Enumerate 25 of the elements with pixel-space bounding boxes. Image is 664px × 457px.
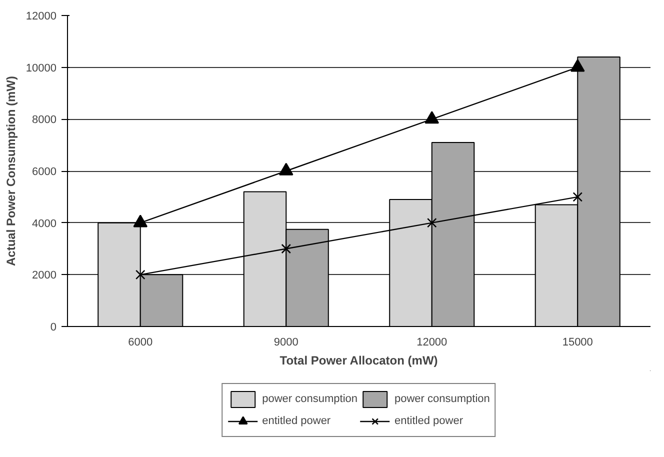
legend-label: power consumption: [262, 393, 358, 405]
y-tick-label: 10000: [26, 62, 57, 74]
y-tick-label: 0: [50, 322, 57, 334]
y-tick-label: 2000: [32, 270, 57, 282]
x-tick-label: 9000: [274, 336, 298, 348]
y-axis-title: Actual Power Consumption (mW): [4, 76, 18, 266]
point: [278, 162, 294, 176]
point: [426, 218, 437, 228]
x-axis-title: Total Power Allocaton (mW): [280, 354, 438, 368]
point: [572, 192, 583, 202]
legend-label: power consumption: [394, 393, 490, 405]
point: [570, 59, 585, 72]
y-tick-label: 12000: [26, 10, 57, 22]
x-tick-label: 12000: [416, 336, 448, 348]
y-tick-label: 8000: [32, 114, 57, 126]
legend-label: entitled power: [262, 415, 331, 427]
y-tick-label: 4000: [32, 218, 57, 230]
x-tick-label: 6000: [128, 336, 153, 348]
point: [135, 270, 146, 280]
point: [281, 244, 292, 254]
legend-label: entitled power: [394, 415, 463, 427]
x-tick-label: 15000: [562, 336, 593, 348]
point: [133, 214, 148, 228]
point: [424, 111, 440, 124]
y-tick-label: 6000: [32, 166, 57, 178]
